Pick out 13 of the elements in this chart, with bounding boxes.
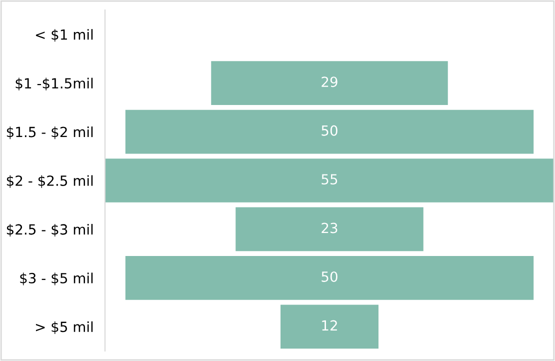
category-label: > $5 mil bbox=[36, 321, 93, 334]
data-label: 23 bbox=[322, 222, 338, 234]
data-label: 12 bbox=[322, 320, 337, 330]
category-label: < $1 mil bbox=[36, 29, 93, 42]
category-label: $1.5 - $2 mil bbox=[6, 126, 93, 140]
data-label: 55 bbox=[322, 174, 338, 185]
category-label: $2 - $2.5 mil bbox=[6, 175, 93, 188]
data-label: 50 bbox=[322, 271, 338, 282]
category-label: $2.5 - $3 mil bbox=[6, 224, 93, 237]
category-label: $3 - $5 mil bbox=[20, 272, 93, 286]
data-label: 50 bbox=[322, 125, 338, 136]
category-label: $1 -$1.5mil bbox=[16, 78, 93, 90]
data-label: 29 bbox=[322, 76, 338, 88]
